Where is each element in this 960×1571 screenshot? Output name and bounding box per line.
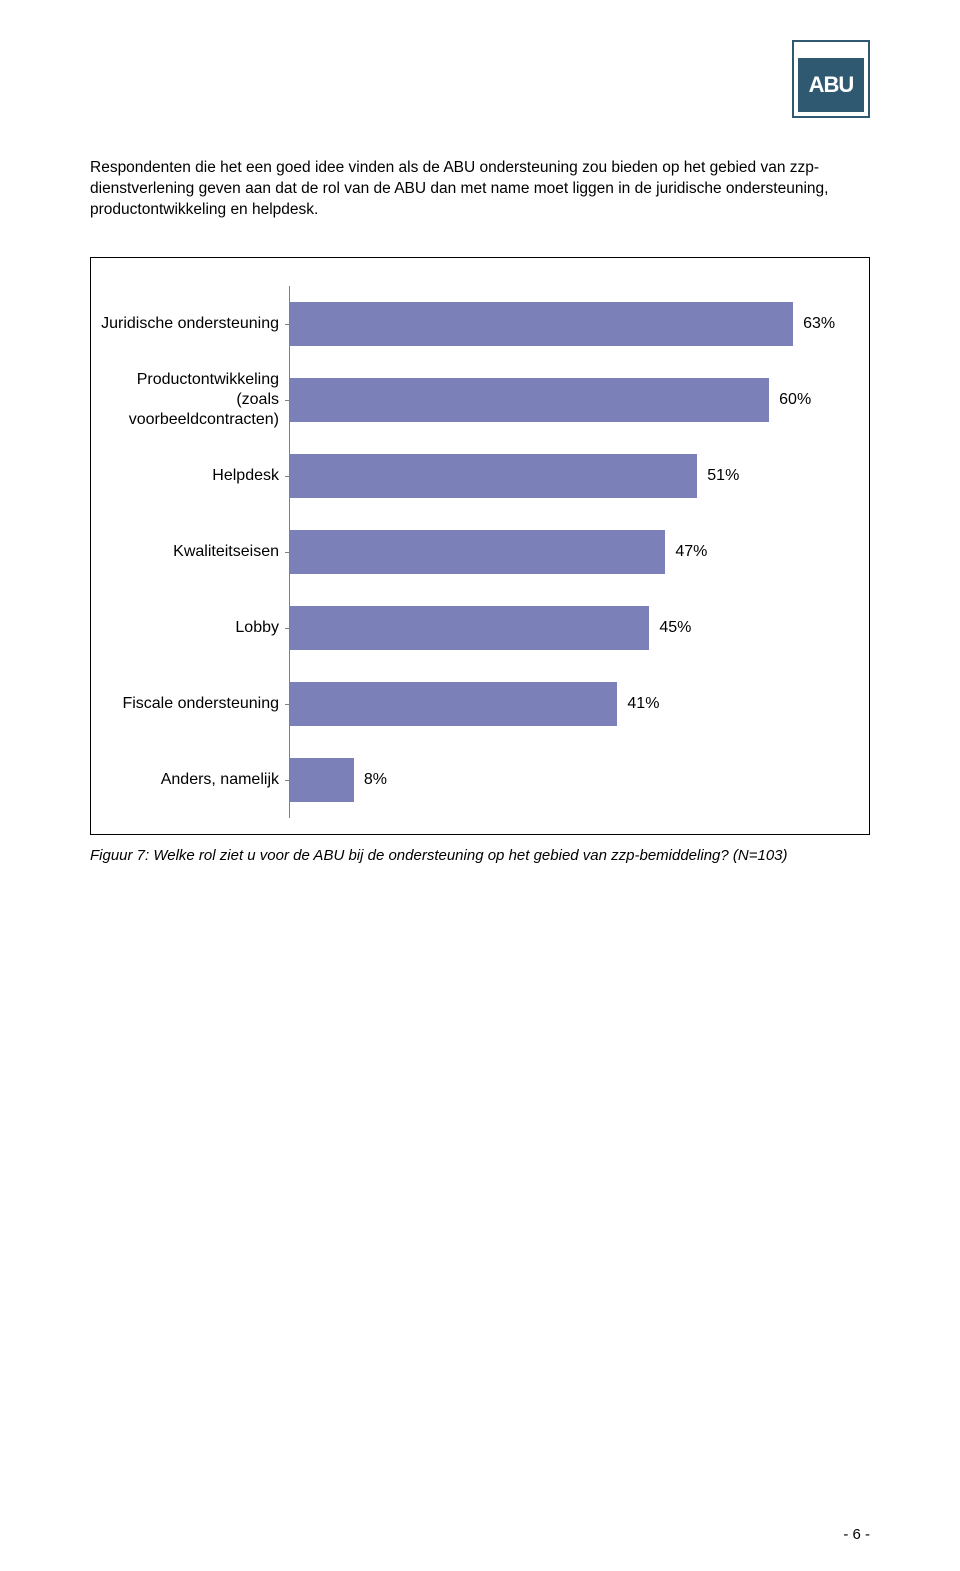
axis-cell: 63% — [289, 286, 849, 362]
axis-cell: 8% — [289, 742, 849, 818]
chart-row: Helpdesk 51% — [99, 438, 849, 514]
figure-caption: Figuur 7: Welke rol ziet u voor de ABU b… — [90, 847, 870, 864]
value-label: 60% — [769, 391, 811, 409]
category-label: Anders, namelijk — [99, 770, 289, 790]
intro-paragraph: Respondenten die het een goed idee vinde… — [90, 158, 870, 221]
bar — [290, 378, 769, 422]
axis-cell: 45% — [289, 590, 849, 666]
bar-chart: Juridische ondersteuning 63% Productontwik… — [90, 257, 870, 835]
abu-logo-text: ABU — [798, 58, 864, 112]
chart-row: Anders, namelijk 8% — [99, 742, 849, 818]
value-label: 63% — [793, 315, 835, 333]
abu-logo: ABU — [792, 40, 870, 118]
category-label: Helpdesk — [99, 466, 289, 486]
axis-cell: 51% — [289, 438, 849, 514]
category-label: Productontwikkeling (zoals voorbeeldcont… — [99, 370, 289, 430]
category-label: Juridische ondersteuning — [99, 314, 289, 334]
axis-cell: 41% — [289, 666, 849, 742]
header-logo-area: ABU — [90, 40, 870, 118]
axis-cell: 47% — [289, 514, 849, 590]
bar — [290, 454, 697, 498]
bar — [290, 758, 354, 802]
chart-row: Fiscale ondersteuning 41% — [99, 666, 849, 742]
value-label: 47% — [665, 543, 707, 561]
category-label: Lobby — [99, 618, 289, 638]
value-label: 8% — [354, 771, 387, 789]
category-label: Kwaliteitseisen — [99, 542, 289, 562]
chart-row: Kwaliteitseisen 47% — [99, 514, 849, 590]
chart-row: Lobby 45% — [99, 590, 849, 666]
value-label: 51% — [697, 467, 739, 485]
chart-row: Juridische ondersteuning 63% — [99, 286, 849, 362]
bar — [290, 530, 665, 574]
axis-cell: 60% — [289, 362, 849, 438]
category-label: Fiscale ondersteuning — [99, 694, 289, 714]
chart-row: Productontwikkeling (zoals voorbeeldcont… — [99, 362, 849, 438]
bar — [290, 682, 617, 726]
bar — [290, 606, 649, 650]
value-label: 41% — [617, 695, 659, 713]
value-label: 45% — [649, 619, 691, 637]
bar — [290, 302, 793, 346]
page-number: - 6 - — [843, 1526, 870, 1543]
